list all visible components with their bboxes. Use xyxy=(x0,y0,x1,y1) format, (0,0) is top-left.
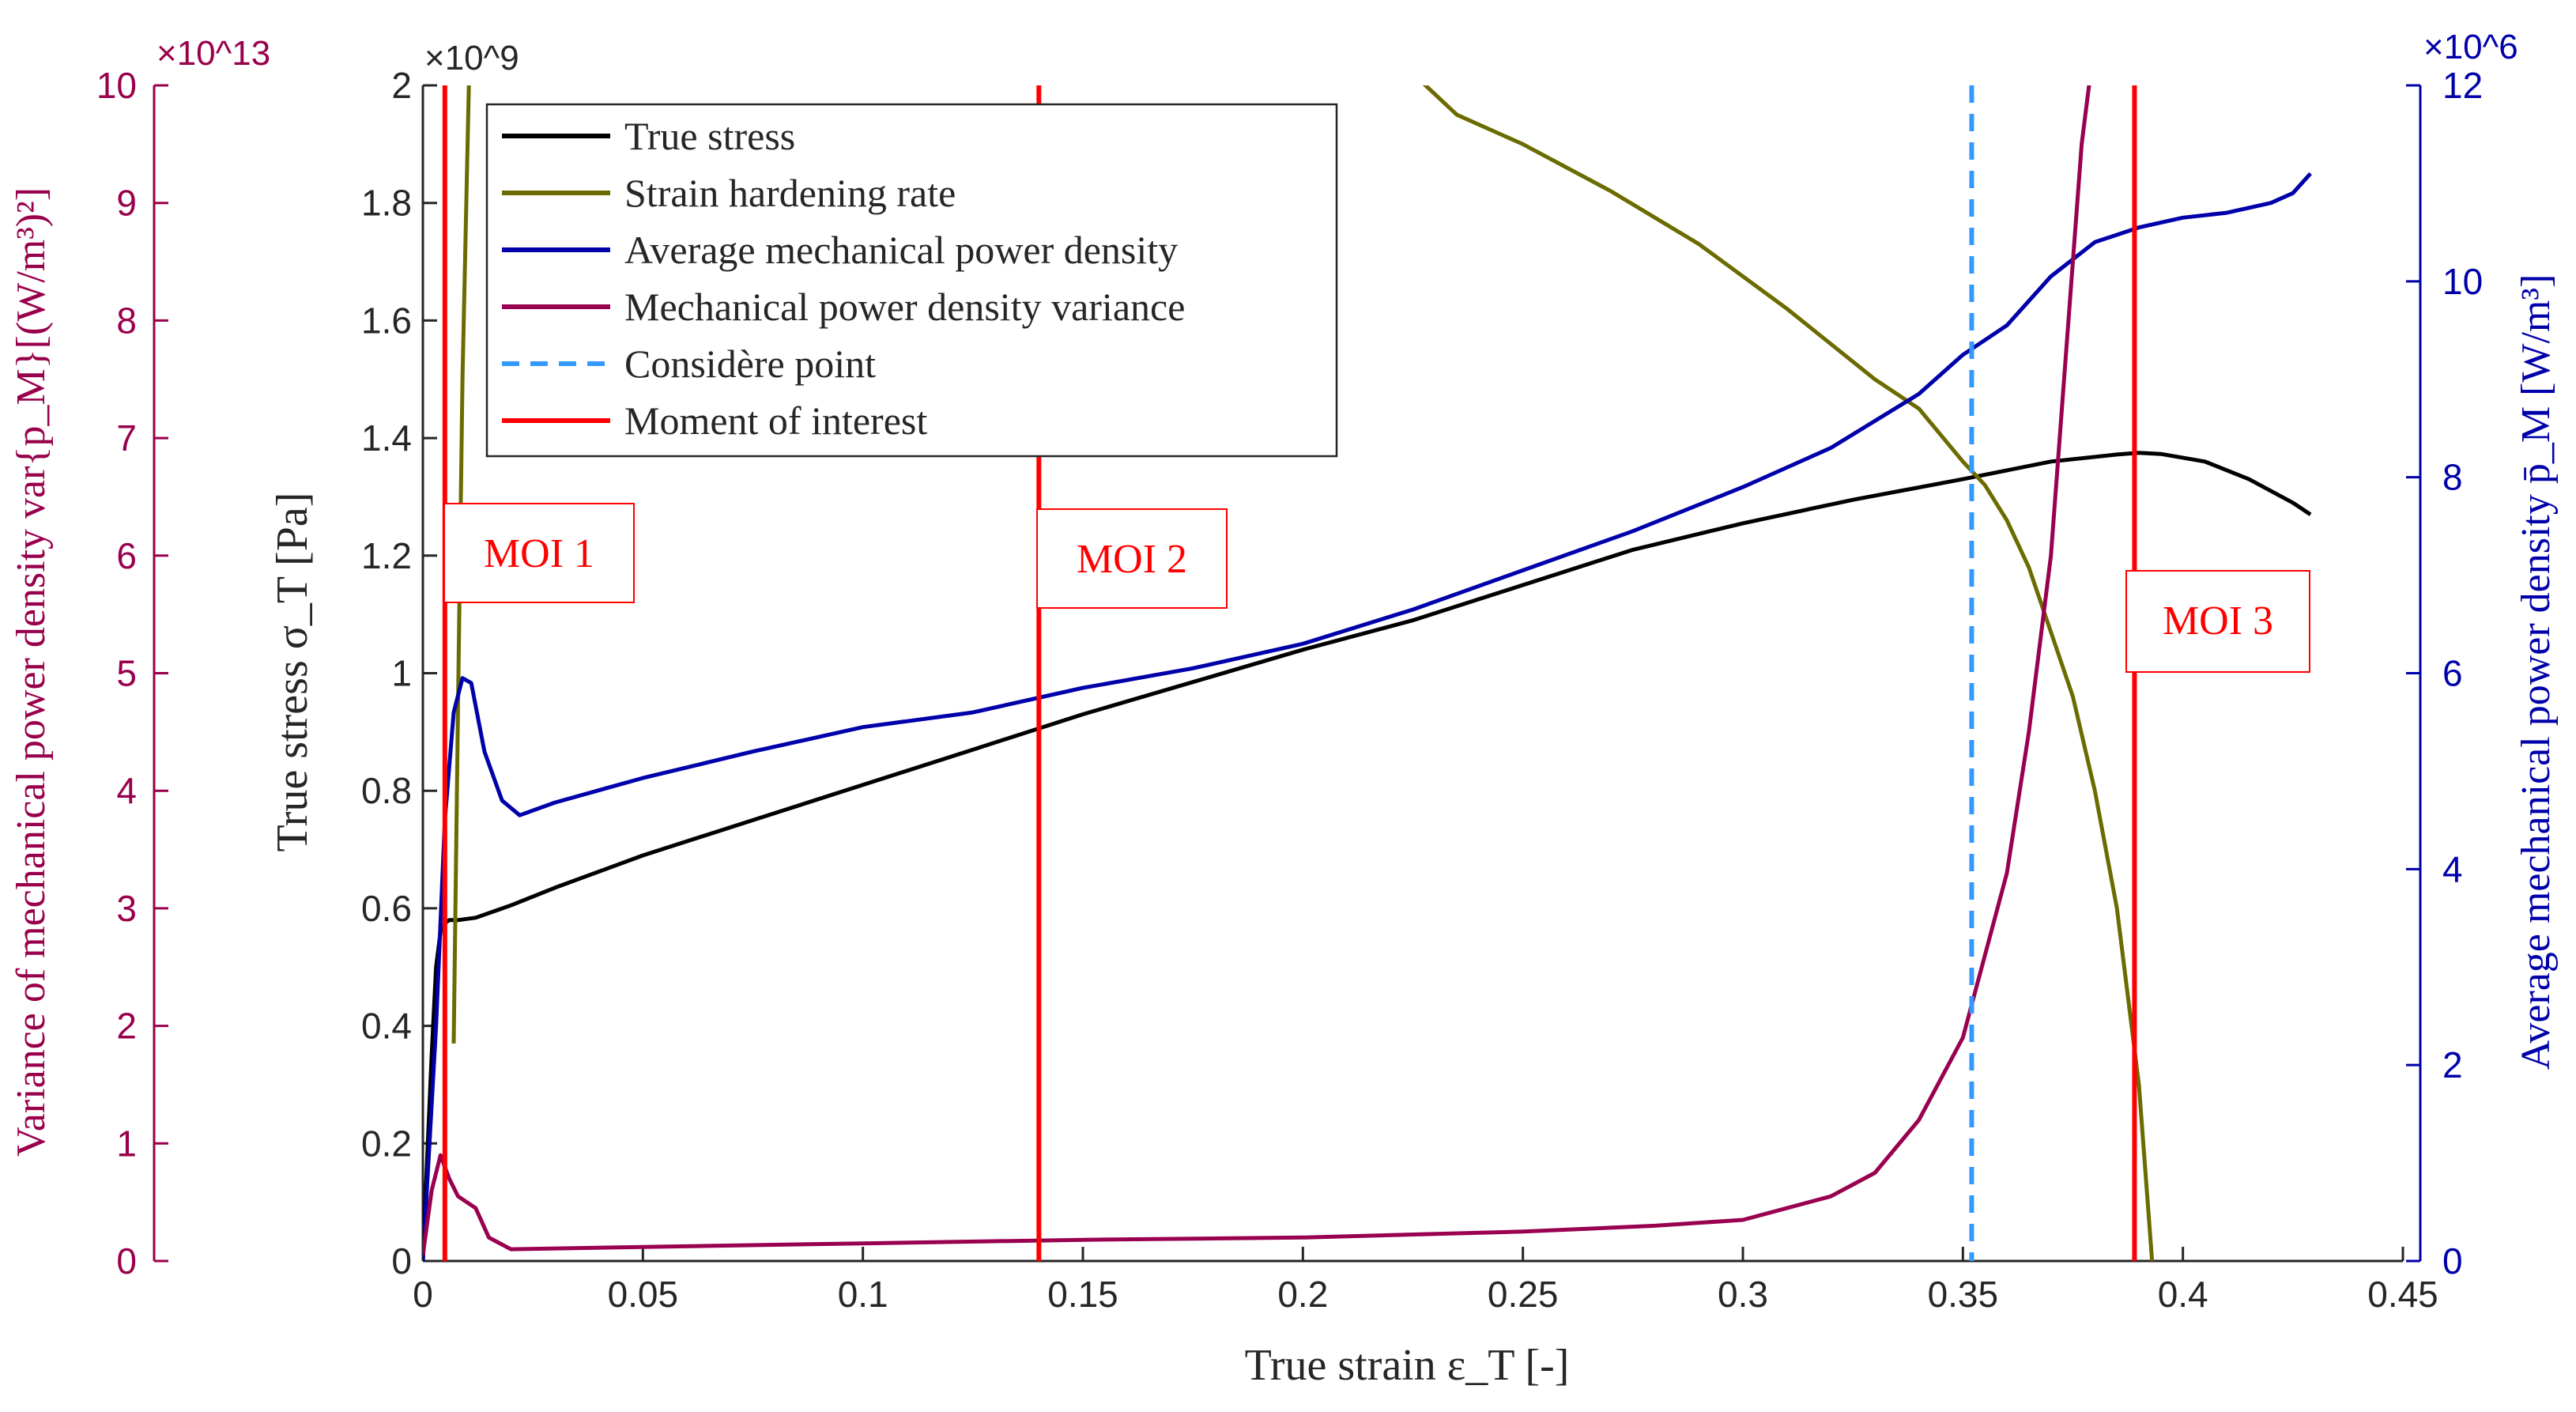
stress-tick-label: 1.4 xyxy=(361,417,412,459)
variance-tick-label: 6 xyxy=(116,535,137,576)
stress-tick-label: 2 xyxy=(391,65,412,106)
true-stress-line xyxy=(423,451,2312,1261)
moi-2-box: MOI 2 xyxy=(1036,508,1228,609)
legend: True stress Strain hardening rate Average … xyxy=(485,103,1338,458)
x-axis-label: True strain ε_T [-] xyxy=(1245,1341,1570,1390)
moi-2-label: MOI 2 xyxy=(1077,537,1187,582)
x-tick-label: 0.05 xyxy=(608,1274,679,1315)
variance-tick-label: 5 xyxy=(116,653,137,694)
x-tick-label: 0.4 xyxy=(2158,1274,2208,1315)
power-tick-label: 6 xyxy=(2442,653,2463,694)
legend-label: Mechanical power density variance xyxy=(624,285,1185,329)
stress-tick-label: 1.8 xyxy=(361,183,412,224)
stress-tick-label: 0.6 xyxy=(361,888,412,929)
stress-tick-label: 0 xyxy=(391,1240,412,1282)
x-tick-label: 0.3 xyxy=(1718,1274,1768,1315)
variance-tick-label: 4 xyxy=(116,770,137,811)
stress-tick-label: 1 xyxy=(391,653,412,694)
legend-label: Moment of interest xyxy=(624,398,927,443)
moi-1-label: MOI 1 xyxy=(484,531,594,576)
moi-1-box: MOI 1 xyxy=(443,503,635,603)
variance-exponent: ×10^13 xyxy=(157,34,270,73)
x-axis-ticks: 0 0.05 0.1 0.15 0.2 0.25 0.3 0.35 0.4 0.45 xyxy=(413,1247,2438,1315)
x-tick-label: 0.25 xyxy=(1488,1274,1559,1315)
power-axis-ticks: 0 2 4 6 8 10 12 xyxy=(2406,65,2483,1282)
moi-3-box: MOI 3 xyxy=(2125,570,2310,673)
variance-axis-ticks: 0 1 2 3 4 5 6 7 8 9 10 xyxy=(96,65,168,1282)
power-tick-label: 2 xyxy=(2442,1044,2463,1085)
power-tick-label: 4 xyxy=(2442,848,2463,889)
x-tick-label: 0.45 xyxy=(2367,1274,2438,1315)
stress-exponent: ×10^9 xyxy=(424,39,519,77)
power-tick-label: 10 xyxy=(2442,261,2483,302)
x-tick-label: 0 xyxy=(413,1274,433,1315)
stress-tick-label: 1.6 xyxy=(361,300,412,341)
legend-label: Strain hardening rate xyxy=(624,171,956,215)
stress-axis-label: True stress σ_T [Pa] xyxy=(268,493,317,852)
x-tick-label: 0.35 xyxy=(1928,1274,1999,1315)
variance-tick-label: 0 xyxy=(116,1240,137,1282)
variance-tick-label: 10 xyxy=(96,65,137,106)
stress-tick-label: 0.2 xyxy=(361,1123,412,1164)
stress-tick-label: 0.4 xyxy=(361,1006,412,1047)
stress-tick-label: 0.8 xyxy=(361,770,412,811)
variance-tick-label: 7 xyxy=(116,417,137,459)
power-exponent: ×10^6 xyxy=(2423,28,2518,66)
x-tick-label: 0.1 xyxy=(838,1274,888,1315)
legend-label: Average mechanical power density xyxy=(624,228,1178,272)
avg-power-density-line xyxy=(423,172,2312,1261)
variance-tick-label: 3 xyxy=(116,888,137,929)
variance-tick-label: 8 xyxy=(116,300,137,341)
variance-tick-label: 9 xyxy=(116,183,137,224)
variance-tick-label: 2 xyxy=(116,1006,137,1047)
x-tick-label: 0.2 xyxy=(1277,1274,1328,1315)
power-tick-label: 0 xyxy=(2442,1240,2463,1282)
variance-axis-label: Variance of mechanical power density var… xyxy=(9,187,54,1157)
stress-tick-label: 1.2 xyxy=(361,535,412,576)
moi-3-label: MOI 3 xyxy=(2163,598,2273,644)
variance-tick-label: 1 xyxy=(116,1123,137,1164)
power-tick-label: 8 xyxy=(2442,457,2463,498)
power-variance-line xyxy=(423,85,2091,1255)
legend-label: Considère point xyxy=(624,342,876,386)
legend-label: True stress xyxy=(624,114,795,158)
power-tick-label: 12 xyxy=(2442,65,2483,106)
power-axis-label: Average mechanical power density p̄_M [W… xyxy=(2514,274,2559,1070)
stress-axis-ticks: 0 0.2 0.4 0.6 0.8 1 1.2 1.4 1.6 1.8 2 xyxy=(361,65,437,1282)
x-tick-label: 0.15 xyxy=(1047,1274,1118,1315)
